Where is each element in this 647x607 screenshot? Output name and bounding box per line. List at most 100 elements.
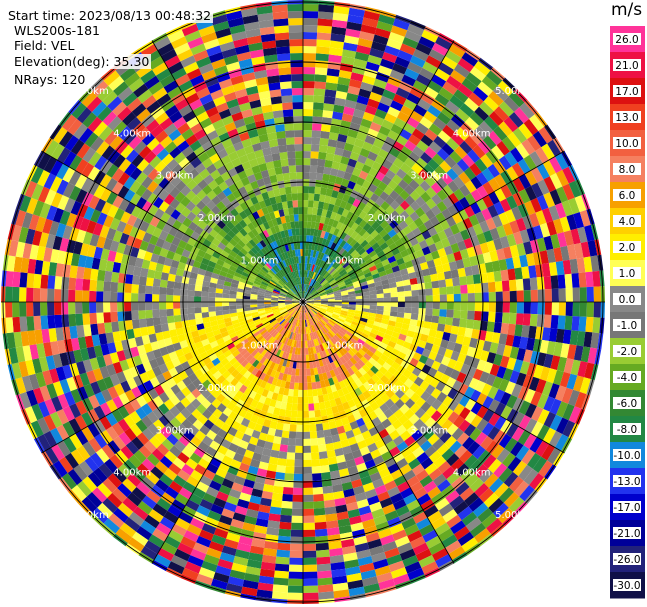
velocity-gate bbox=[355, 351, 364, 360]
velocity-gate bbox=[413, 174, 425, 186]
velocity-gate bbox=[216, 403, 227, 413]
velocity-gate bbox=[491, 444, 505, 459]
velocity-gate bbox=[146, 269, 156, 279]
velocity-gate bbox=[168, 351, 178, 361]
velocity-gate bbox=[185, 499, 200, 512]
velocity-gate bbox=[252, 266, 261, 274]
velocity-gate bbox=[519, 229, 530, 243]
velocity-gate bbox=[224, 277, 233, 283]
velocity-gate bbox=[235, 364, 245, 373]
velocity-gate bbox=[234, 88, 248, 99]
velocity-gate bbox=[291, 522, 303, 530]
velocity-gate bbox=[404, 452, 417, 464]
velocity-gate bbox=[347, 85, 361, 96]
velocity-gate bbox=[292, 501, 303, 509]
velocity-gate bbox=[501, 136, 516, 152]
velocity-gate bbox=[385, 389, 395, 399]
velocity-gate bbox=[407, 23, 425, 37]
velocity-gate bbox=[256, 439, 266, 448]
velocity-gate bbox=[323, 231, 330, 240]
velocity-gate bbox=[245, 332, 253, 339]
velocity-gate bbox=[291, 403, 298, 411]
velocity-gate bbox=[300, 319, 303, 327]
velocity-gate bbox=[260, 561, 276, 571]
velocity-gate bbox=[391, 348, 401, 357]
velocity-gate bbox=[86, 346, 97, 360]
velocity-gate bbox=[206, 429, 217, 441]
velocity-gate bbox=[320, 187, 328, 196]
velocity-gate bbox=[64, 197, 76, 213]
velocity-gate bbox=[246, 334, 255, 342]
velocity-gate bbox=[489, 227, 500, 241]
velocity-gate bbox=[260, 169, 270, 179]
velocity-gate bbox=[519, 254, 529, 268]
velocity-gate bbox=[277, 535, 291, 544]
velocity-gate bbox=[308, 193, 315, 201]
velocity-gate bbox=[573, 212, 585, 229]
velocity-gate bbox=[123, 348, 133, 360]
velocity-gate bbox=[314, 81, 327, 90]
velocity-gate bbox=[75, 278, 84, 291]
velocity-gate bbox=[194, 430, 206, 442]
velocity-gate bbox=[163, 182, 176, 194]
velocity-gate bbox=[420, 202, 431, 214]
velocity-gate bbox=[229, 357, 238, 366]
velocity-gate bbox=[303, 249, 306, 257]
velocity-gate bbox=[296, 270, 300, 278]
velocity-gate bbox=[257, 297, 265, 300]
velocity-gate bbox=[194, 225, 204, 235]
velocity-gate bbox=[69, 265, 78, 279]
velocity-gate bbox=[482, 409, 495, 423]
velocity-gate bbox=[248, 204, 257, 214]
velocity-gate bbox=[483, 492, 499, 508]
velocity-gate bbox=[110, 281, 118, 293]
velocity-gate bbox=[155, 356, 166, 367]
velocity-gate bbox=[243, 387, 252, 397]
velocity-gate bbox=[380, 393, 390, 403]
velocity-gate bbox=[119, 522, 137, 538]
velocity-gate bbox=[310, 445, 319, 453]
velocity-gate bbox=[157, 548, 175, 562]
velocity-gate bbox=[318, 310, 326, 315]
velocity-gate bbox=[328, 377, 335, 386]
velocity-gate bbox=[375, 215, 385, 225]
velocity-gate bbox=[134, 336, 144, 347]
velocity-gate bbox=[236, 51, 252, 62]
velocity-gate bbox=[141, 259, 151, 270]
velocity-gate bbox=[197, 249, 206, 258]
velocity-gate bbox=[57, 195, 70, 211]
velocity-gate bbox=[329, 40, 345, 50]
velocity-gate bbox=[282, 493, 293, 502]
velocity-gate bbox=[205, 233, 215, 243]
velocity-gate bbox=[312, 272, 316, 280]
velocity-gate bbox=[390, 100, 404, 112]
velocity-gate bbox=[415, 122, 429, 135]
velocity-gate bbox=[44, 139, 59, 157]
velocity-gate bbox=[486, 271, 495, 283]
velocity-gate bbox=[93, 246, 104, 259]
velocity-gate bbox=[448, 43, 466, 58]
velocity-gate bbox=[273, 577, 289, 586]
velocity-gate bbox=[447, 204, 458, 216]
velocity-gate bbox=[315, 60, 329, 69]
velocity-gate bbox=[408, 179, 420, 191]
velocity-gate bbox=[499, 198, 512, 213]
velocity-gate bbox=[415, 469, 429, 482]
velocity-gate bbox=[288, 290, 295, 296]
velocity-gate bbox=[155, 522, 172, 536]
velocity-gate bbox=[276, 283, 283, 289]
velocity-gate bbox=[411, 128, 425, 141]
velocity-gate bbox=[457, 326, 466, 337]
velocity-gate bbox=[404, 435, 416, 447]
velocity-gate bbox=[313, 298, 321, 301]
velocity-gate bbox=[279, 444, 288, 453]
velocity-gate bbox=[297, 403, 303, 411]
velocity-gate bbox=[573, 345, 584, 361]
velocity-gate bbox=[303, 410, 310, 418]
velocity-gate bbox=[560, 245, 570, 261]
velocity-gate bbox=[13, 256, 23, 273]
velocity-gate bbox=[367, 335, 376, 343]
velocity-gate bbox=[362, 305, 370, 309]
velocity-gate bbox=[531, 182, 544, 198]
velocity-gate bbox=[570, 359, 581, 376]
